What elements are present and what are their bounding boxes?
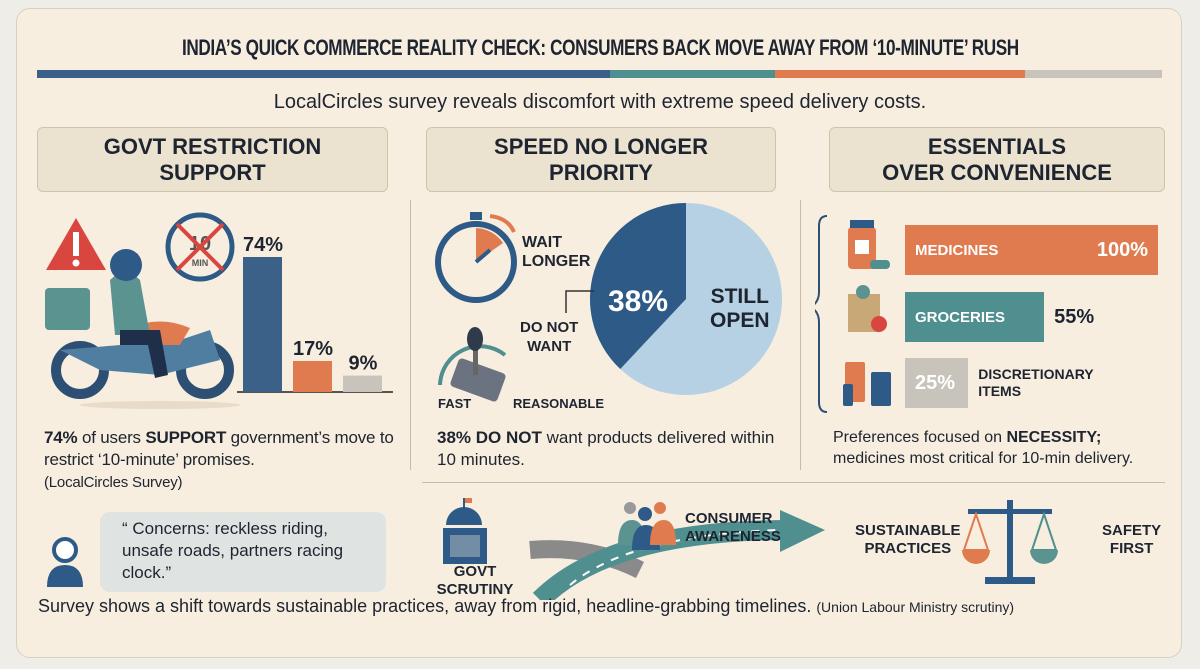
hbar-category-label: MEDICINES <box>915 241 999 259</box>
subtitle: LocalCircles survey reveals discomfort w… <box>273 91 927 113</box>
hbar-groceries: GROCERIES 55% <box>905 292 1094 342</box>
footer-text: Survey shows a shift towards sustainable… <box>38 596 1015 616</box>
bar-category-label: UNDECIDED <box>336 399 390 400</box>
reasonable-label: REASONABLE <box>513 396 605 411</box>
hbar-category-label: GROCERIES <box>915 308 1006 326</box>
medicine-icon <box>848 220 890 269</box>
no-10-min-clock-icon: 10 MIN <box>165 212 235 282</box>
hbar-value-label: 25% <box>915 371 956 394</box>
road-illustration <box>443 498 825 600</box>
bar-value-label: 74% <box>243 234 283 256</box>
safety-first-label: SAFETY FIRST <box>1102 522 1162 557</box>
divider <box>410 200 411 470</box>
page-title-container: INDIA’S QUICK COMMERCE REALITY CHECK: CO… <box>0 34 1200 62</box>
delivery-rider-illustration: 10 MIN <box>45 212 240 409</box>
hbar-medicines: MEDICINES 100% <box>905 225 1158 275</box>
bar-category-label: OPPOSE <box>294 399 332 400</box>
pie-value-label: 38% <box>608 285 668 318</box>
speed-pie-chart: 38% <box>565 203 782 395</box>
bar-value-label: 17% <box>293 338 333 360</box>
people-group-icon <box>618 502 676 550</box>
support-bar-chart: 74% SUPPORT 17% OPPOSE 9% UNDECIDED <box>237 234 393 400</box>
bar-value-label: 9% <box>349 353 378 375</box>
svg-text:MIN: MIN <box>192 258 209 268</box>
govt-scrutiny-label: GOVT SCRUTINY <box>436 563 514 598</box>
sustainable-practices-label: SUSTAINABLE PRACTICES <box>855 522 961 557</box>
consumer-awareness-label: CONSUMER AWARENESS <box>685 510 781 545</box>
color-bar-blue <box>37 70 610 78</box>
color-bar-orange <box>775 70 1025 78</box>
bar-oppose <box>293 360 332 392</box>
grocery-bag-icon <box>848 285 887 332</box>
color-bar-teal <box>610 70 775 78</box>
bar-support <box>243 257 282 392</box>
category-icons <box>815 215 891 413</box>
do-not-want-label: DO NOT WANT <box>520 319 579 355</box>
gear-shift-icon <box>438 327 507 402</box>
section-header-speed: SPEED NO LONGER PRIORITY <box>426 127 776 192</box>
hbar-category-label: DISCRETIONARY ITEMS <box>978 366 1094 399</box>
color-bar-gray <box>1025 70 1162 78</box>
leader-line <box>565 290 594 313</box>
shopping-devices-icon <box>843 362 891 406</box>
hbar-discretionary: 25% DISCRETIONARY ITEMS <box>905 358 1094 408</box>
support-summary: 74% of users SUPPORT government’s move t… <box>44 428 394 491</box>
hbar-value-label: 100% <box>1096 238 1148 261</box>
hbar-value-label: 55% <box>1054 305 1095 328</box>
essentials-summary: Preferences focused on NECESSITY; medicin… <box>833 429 1134 467</box>
divider <box>800 200 801 470</box>
divider <box>422 482 1165 483</box>
quote-bubble: “ Concerns: reckless riding, unsafe road… <box>100 512 386 592</box>
speed-summary: 38% DO NOT want products delivered withi… <box>437 428 775 469</box>
svg-text:10: 10 <box>189 233 211 255</box>
person-icon <box>47 537 83 587</box>
government-building-icon <box>443 498 487 564</box>
bar-category-label: SUPPORT <box>241 399 285 400</box>
section-header-govt: GOVT RESTRICTION SUPPORT <box>37 127 388 192</box>
stopwatch-icon <box>435 212 517 303</box>
bar-undecided <box>343 375 382 392</box>
balance-scale-icon <box>962 500 1058 584</box>
still-open-label: STILL OPEN <box>710 285 770 332</box>
page-title: INDIA’S QUICK COMMERCE REALITY CHECK: CO… <box>181 35 1019 60</box>
section-header-essentials: ESSENTIALS OVER CONVENIENCE <box>829 127 1165 192</box>
pie-slice-do-not-want <box>590 203 686 369</box>
warning-icon <box>46 218 106 270</box>
wait-longer-label: WAIT LONGER <box>522 234 591 270</box>
fast-label: FAST <box>438 396 472 411</box>
